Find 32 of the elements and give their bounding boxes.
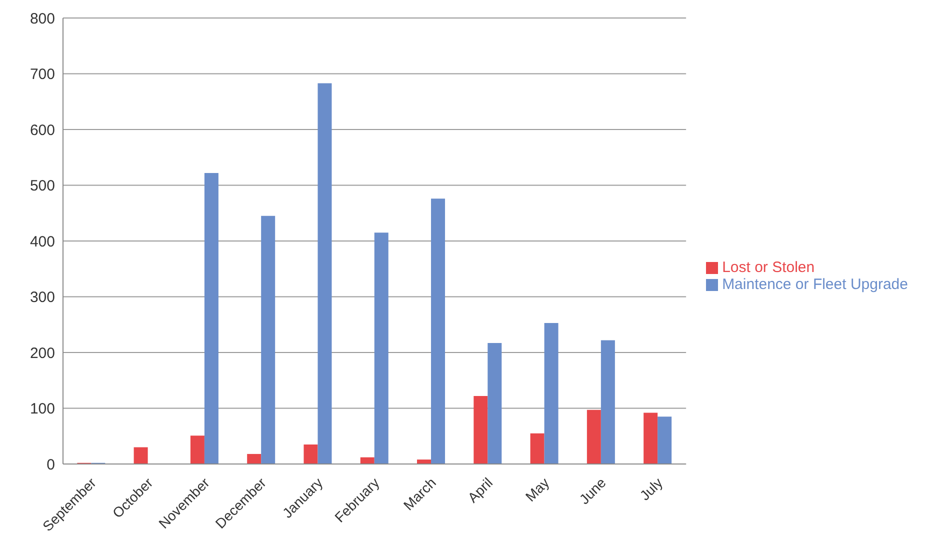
- bar: [261, 216, 276, 464]
- bar: [530, 433, 544, 464]
- bar: [586, 410, 601, 464]
- bar: [134, 447, 148, 464]
- y-tick-label: 600: [30, 122, 55, 139]
- y-tick-label: 400: [30, 233, 55, 250]
- bar: [600, 340, 615, 464]
- legend-label: Lost or Stolen: [722, 259, 815, 276]
- y-tick-label: 300: [30, 289, 55, 306]
- y-tick-label: 0: [46, 456, 55, 474]
- legend-label: Maintence or Fleet Upgrade: [722, 276, 908, 293]
- bar: [318, 83, 332, 464]
- bar: [474, 396, 488, 464]
- bar: [488, 343, 502, 464]
- x-tick-label: May: [522, 474, 552, 504]
- y-tick-label: 500: [30, 178, 55, 195]
- bar: [431, 198, 446, 464]
- y-tick-label: 100: [30, 400, 55, 418]
- bar: [304, 444, 318, 464]
- bar: [644, 412, 658, 464]
- bar: [544, 322, 558, 464]
- x-tick-label: July: [636, 474, 666, 504]
- y-tick-label: 800: [30, 10, 55, 28]
- bar: [374, 232, 388, 464]
- y-tick-label: 200: [30, 344, 55, 362]
- bar: [360, 457, 374, 464]
- bar: [247, 454, 262, 464]
- bar: [417, 460, 432, 464]
- bar: [190, 436, 204, 464]
- bar: [658, 416, 672, 464]
- bar: [204, 172, 218, 464]
- y-tick-label: 700: [30, 66, 55, 84]
